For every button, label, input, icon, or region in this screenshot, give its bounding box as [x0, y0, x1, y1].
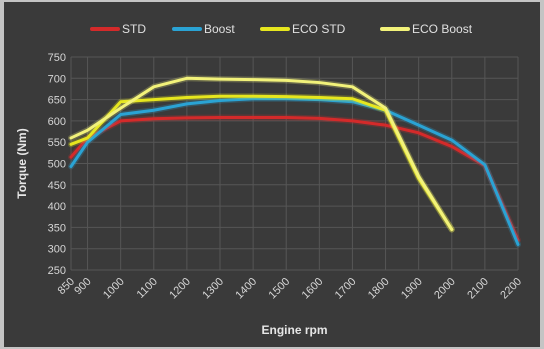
y-axis-ticks: 250 300 350 400 450 500 550 600 650 700 750: [48, 52, 66, 277]
series-line-0: [69, 115, 520, 242]
torque-chart: STD Boost ECO STD ECO Boost 250 300 350 400 450…: [4, 2, 540, 347]
series-line-1: [69, 97, 520, 246]
y-tick-label: 450: [48, 180, 66, 192]
y-tick-label: 300: [48, 244, 66, 256]
legend: STD Boost ECO STD ECO Boost: [90, 22, 473, 36]
legend-label: ECO Boost: [412, 22, 473, 36]
legend-label: STD: [122, 22, 146, 36]
y-tick-label: 750: [48, 52, 66, 64]
chart-background: [4, 2, 540, 347]
y-axis-title: Torque (Nm): [15, 128, 29, 198]
series-line-3: [69, 76, 454, 232]
x-axis-title: Engine rpm: [261, 323, 327, 337]
y-tick-label: 650: [48, 95, 66, 107]
y-tick-label: 500: [48, 159, 66, 171]
legend-label: ECO STD: [292, 22, 346, 36]
y-tick-label: 250: [48, 265, 66, 277]
y-tick-label: 550: [48, 137, 66, 149]
y-tick-label: 600: [48, 116, 66, 128]
legend-label: Boost: [204, 22, 235, 36]
y-tick-label: 350: [48, 222, 66, 234]
y-tick-label: 700: [48, 73, 66, 85]
series-lines: [68, 75, 521, 248]
y-tick-label: 400: [48, 201, 66, 213]
